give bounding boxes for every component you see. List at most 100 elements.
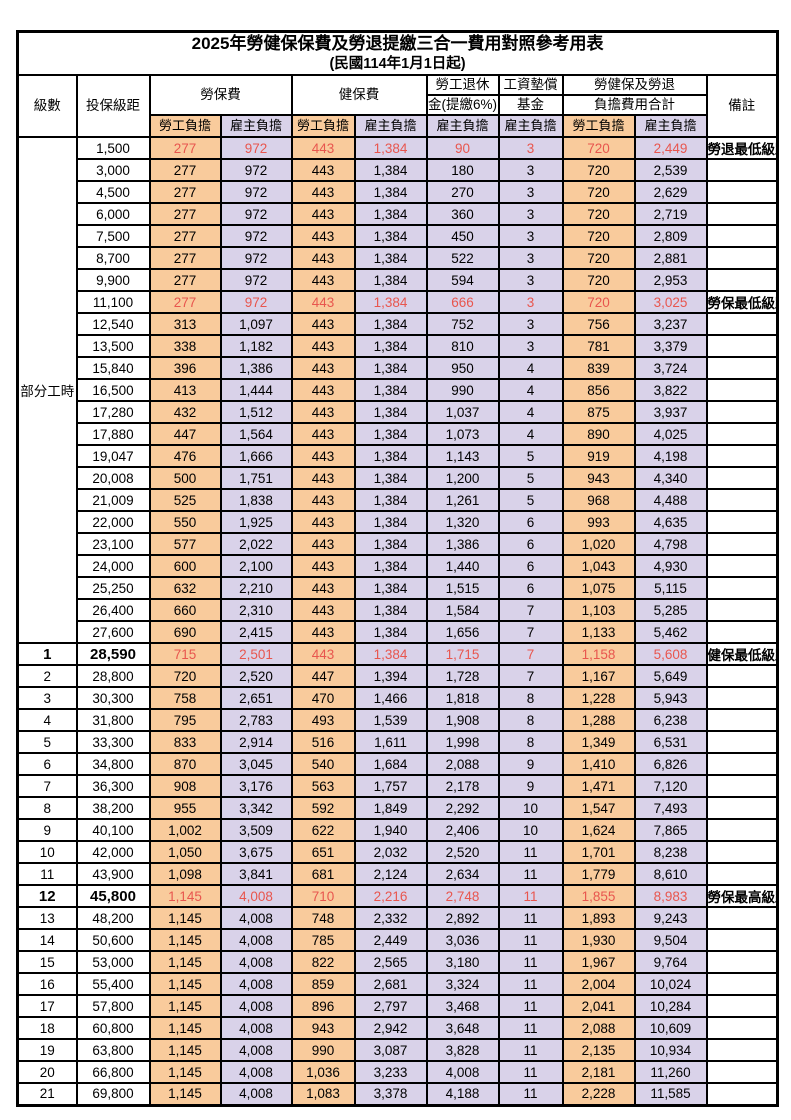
value-cell: 9,764 bbox=[633, 950, 708, 974]
col-header-labor-insurance: 勞保費 bbox=[148, 74, 293, 116]
value-cell: 1,666 bbox=[219, 444, 293, 468]
value-cell: 666 bbox=[425, 290, 500, 314]
value-cell: 8,983 bbox=[633, 884, 708, 908]
value-cell: 4,008 bbox=[219, 1082, 293, 1106]
value-cell: 1,133 bbox=[561, 620, 636, 644]
value-cell: 338 bbox=[148, 334, 222, 358]
bracket-cell: 1,500 bbox=[75, 136, 151, 160]
table-row: 12,540 313 1,097 443 1,384 752 3 756 3,237 bbox=[18, 312, 779, 336]
value-cell: 550 bbox=[148, 510, 222, 534]
value-cell: 11 bbox=[497, 928, 564, 952]
value-cell: 277 bbox=[148, 180, 222, 204]
value-cell: 516 bbox=[290, 730, 356, 754]
value-cell: 1,384 bbox=[353, 532, 428, 556]
table-row: 1 28,590 715 2,501 443 1,384 1,715 7 1,158 5,608 健… bbox=[16, 642, 779, 666]
value-cell: 2,651 bbox=[219, 686, 293, 710]
bracket-cell: 17,880 bbox=[75, 422, 151, 446]
value-cell: 1,471 bbox=[561, 774, 636, 798]
value-cell: 632 bbox=[148, 576, 222, 600]
remark-cell bbox=[705, 312, 779, 336]
value-cell: 993 bbox=[561, 510, 636, 534]
table-row: 17,880 447 1,564 443 1,384 1,073 4 890 4,025 bbox=[18, 422, 779, 446]
bracket-cell: 22,000 bbox=[75, 510, 151, 534]
value-cell: 2,032 bbox=[353, 840, 428, 864]
value-cell: 1,145 bbox=[148, 1082, 222, 1106]
value-cell: 1,384 bbox=[353, 356, 428, 380]
value-cell: 2,088 bbox=[425, 752, 500, 776]
value-cell: 2,022 bbox=[219, 532, 293, 556]
table-row: 12 45,800 1,145 4,008 710 2,216 2,748 11 1,855 8,… bbox=[16, 884, 779, 908]
value-cell: 540 bbox=[290, 752, 356, 776]
value-cell: 11,260 bbox=[633, 1060, 708, 1084]
bracket-cell: 13,500 bbox=[75, 334, 151, 358]
value-cell: 2,088 bbox=[561, 1016, 636, 1040]
value-cell: 3,233 bbox=[353, 1060, 428, 1084]
value-cell: 1,410 bbox=[561, 752, 636, 776]
value-cell: 1,384 bbox=[353, 422, 428, 446]
value-cell: 2,310 bbox=[219, 598, 293, 622]
value-cell: 11 bbox=[497, 906, 564, 930]
value-cell: 443 bbox=[290, 576, 356, 600]
bracket-cell: 24,000 bbox=[75, 554, 151, 578]
value-cell: 5 bbox=[497, 466, 564, 490]
table-row: 19,047 476 1,666 443 1,384 1,143 5 919 4,198 bbox=[18, 444, 779, 468]
value-cell: 1,145 bbox=[148, 1038, 222, 1062]
table-row: 22,000 550 1,925 443 1,384 1,320 6 993 4,635 bbox=[18, 510, 779, 534]
bracket-cell: 26,400 bbox=[75, 598, 151, 622]
value-cell: 4 bbox=[497, 378, 564, 402]
value-cell: 2,719 bbox=[633, 202, 708, 226]
value-cell: 1,182 bbox=[219, 334, 293, 358]
bracket-cell: 43,900 bbox=[75, 862, 151, 886]
value-cell: 1,384 bbox=[353, 224, 428, 248]
value-cell: 690 bbox=[148, 620, 222, 644]
value-cell: 972 bbox=[219, 158, 293, 182]
value-cell: 1,143 bbox=[425, 444, 500, 468]
table-body: 部分工時1,5002779724431,3849037202,449勞退最低級距… bbox=[16, 136, 779, 1106]
table-row: 4,500 277 972 443 1,384 270 3 720 2,629 bbox=[18, 180, 779, 204]
table-row: 9,900 277 972 443 1,384 594 3 720 2,953 bbox=[18, 268, 779, 292]
bracket-cell: 55,400 bbox=[75, 972, 151, 996]
value-cell: 1,855 bbox=[561, 884, 636, 908]
value-cell: 1,145 bbox=[148, 1060, 222, 1084]
remark-cell bbox=[705, 752, 779, 776]
value-cell: 2,748 bbox=[425, 884, 500, 908]
value-cell: 1,779 bbox=[561, 862, 636, 886]
value-cell: 1,384 bbox=[353, 334, 428, 358]
level-cell: 4 bbox=[16, 708, 78, 732]
value-cell: 6 bbox=[497, 532, 564, 556]
level-cell: 20 bbox=[16, 1060, 78, 1084]
value-cell: 443 bbox=[290, 466, 356, 490]
value-cell: 1,849 bbox=[353, 796, 428, 820]
value-cell: 972 bbox=[219, 246, 293, 270]
value-cell: 3,937 bbox=[633, 400, 708, 424]
value-cell: 1,715 bbox=[425, 642, 500, 666]
value-cell: 1,940 bbox=[353, 818, 428, 842]
value-cell: 1,384 bbox=[353, 444, 428, 468]
value-cell: 1,384 bbox=[353, 400, 428, 424]
value-cell: 4 bbox=[497, 356, 564, 380]
value-cell: 1,584 bbox=[425, 598, 500, 622]
value-cell: 270 bbox=[425, 180, 500, 204]
value-cell: 447 bbox=[290, 664, 356, 688]
value-cell: 3,045 bbox=[219, 752, 293, 776]
value-cell: 7,120 bbox=[633, 774, 708, 798]
value-cell: 1,624 bbox=[561, 818, 636, 842]
value-cell: 7 bbox=[497, 664, 564, 688]
value-cell: 1,384 bbox=[353, 488, 428, 512]
value-cell: 5,462 bbox=[633, 620, 708, 644]
value-cell: 5,115 bbox=[633, 576, 708, 600]
value-cell: 720 bbox=[561, 158, 636, 182]
remark-cell bbox=[705, 686, 779, 710]
value-cell: 720 bbox=[561, 268, 636, 292]
bracket-cell: 28,800 bbox=[75, 664, 151, 688]
value-cell: 3,176 bbox=[219, 774, 293, 798]
col-header-total-bottom: 負擔費用合計 bbox=[561, 94, 708, 116]
value-cell: 758 bbox=[148, 686, 222, 710]
value-cell: 443 bbox=[290, 642, 356, 666]
remark-cell bbox=[705, 708, 779, 732]
value-cell: 4,008 bbox=[219, 1038, 293, 1062]
value-cell: 443 bbox=[290, 334, 356, 358]
value-cell: 1,893 bbox=[561, 906, 636, 930]
value-cell: 277 bbox=[148, 268, 222, 292]
value-cell: 4,008 bbox=[425, 1060, 500, 1084]
